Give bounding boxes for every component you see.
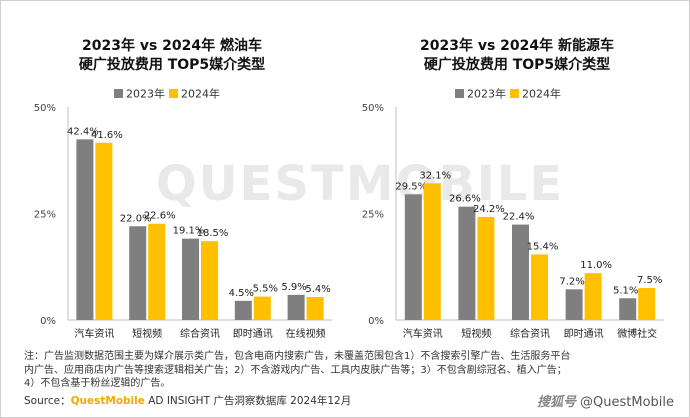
data-label: 29.5% xyxy=(395,181,427,192)
data-label: 18.5% xyxy=(197,228,229,239)
bar xyxy=(531,254,548,320)
legend-label: 2023年 xyxy=(467,87,506,101)
x-tick-label: 汽车资讯 xyxy=(403,327,443,340)
bar xyxy=(458,206,476,320)
legend-swatch xyxy=(169,89,178,98)
legend-swatch xyxy=(114,89,123,98)
y-tick-label: 25% xyxy=(362,210,384,221)
bar xyxy=(512,224,529,320)
data-label: 7.2% xyxy=(559,276,584,287)
x-tick-label: 综合资讯 xyxy=(510,327,550,340)
data-label: 22.0% xyxy=(120,213,152,224)
data-label: 22.6% xyxy=(144,211,176,222)
bar xyxy=(638,288,656,320)
account-credit: 搜狐号 @QuestMobile xyxy=(537,391,674,410)
legend-swatch xyxy=(455,89,464,98)
x-tick-label: 汽车资讯 xyxy=(74,327,114,340)
chart-title: 2023年 vs 2024年 新能源车 xyxy=(420,37,614,54)
bar xyxy=(182,238,199,320)
bar xyxy=(148,223,166,320)
data-label: 24.2% xyxy=(473,204,505,215)
bar xyxy=(404,194,422,320)
watermark-text: QUESTMOBILE xyxy=(156,156,564,212)
data-label: 4.5% xyxy=(229,288,254,299)
legend-label: 2024年 xyxy=(522,87,561,101)
data-label: 7.5% xyxy=(637,275,662,286)
y-tick-label: 50% xyxy=(362,103,384,114)
chart-title: 2023年 vs 2024年 燃油车 xyxy=(82,37,262,54)
bar xyxy=(423,183,441,320)
data-label: 41.6% xyxy=(91,130,123,141)
data-label: 42.4% xyxy=(67,126,99,137)
x-tick-label: 短视频 xyxy=(132,327,162,340)
bar xyxy=(201,241,218,320)
data-label: 26.6% xyxy=(449,194,481,205)
data-label: 19.1% xyxy=(173,226,205,237)
data-label: 5.1% xyxy=(613,285,638,296)
footnote: 注：广告监测数据范围主要为媒介展示类广告，包含电商内搜索广告，未覆盖范围包含1）… xyxy=(24,350,674,391)
bar xyxy=(565,289,583,320)
legend-label: 2024年 xyxy=(181,87,220,101)
footnote-line: 4）不包含基于粉丝逻辑的广告。 xyxy=(24,378,171,389)
bar xyxy=(95,142,113,320)
bar xyxy=(253,296,271,320)
data-label: 5.9% xyxy=(281,282,306,293)
footnote-line: 内广告、应用商店内广告等搜索逻辑相关广告；2）不含游戏内广告、工具内皮肤广告等；… xyxy=(24,364,567,376)
bar xyxy=(129,226,147,320)
bar xyxy=(584,273,602,320)
x-tick-label: 即时通讯 xyxy=(233,328,273,340)
data-label: 5.4% xyxy=(305,284,330,295)
source-prefix: Source： xyxy=(24,395,71,407)
bar xyxy=(76,139,94,320)
bar xyxy=(287,294,305,320)
footnote-line: 注：广告监测数据范围主要为媒介展示类广告，包含电商内搜索广告，未覆盖范围包含1）… xyxy=(24,351,571,362)
bar xyxy=(477,216,495,320)
data-label: 22.4% xyxy=(503,212,535,223)
source-text: AD INSIGHT 广告洞察数据库 2024年12月 xyxy=(144,395,352,407)
x-tick-label: 在线视频 xyxy=(286,327,326,340)
y-tick-label: 0% xyxy=(40,316,56,327)
x-tick-label: 综合资讯 xyxy=(180,327,220,340)
data-label: 11.0% xyxy=(580,260,612,271)
data-label: 32.1% xyxy=(419,170,451,181)
data-label: 15.4% xyxy=(527,241,559,252)
data-label: 5.5% xyxy=(253,284,278,295)
chart-subtitle: 硬广投放费用 TOP5媒介类型 xyxy=(424,56,610,73)
chart-subtitle: 硬广投放费用 TOP5媒介类型 xyxy=(79,56,265,73)
source-brand: QuestMobile xyxy=(70,395,145,407)
legend-swatch xyxy=(510,89,519,98)
account-handle: @QuestMobile xyxy=(580,395,674,410)
y-tick-label: 50% xyxy=(34,103,56,114)
bar xyxy=(234,300,252,320)
platform-label: 搜狐号 xyxy=(537,395,577,410)
x-tick-label: 短视频 xyxy=(461,327,491,340)
x-tick-label: 即时通讯 xyxy=(564,328,604,340)
y-tick-label: 25% xyxy=(34,210,56,221)
legend-label: 2023年 xyxy=(126,87,165,101)
bar xyxy=(306,296,324,320)
x-tick-label: 微博社交 xyxy=(617,327,657,340)
bar xyxy=(619,298,637,320)
source-line: Source：QuestMobile AD INSIGHT 广告洞察数据库 20… xyxy=(24,393,351,408)
y-tick-label: 0% xyxy=(368,316,384,327)
